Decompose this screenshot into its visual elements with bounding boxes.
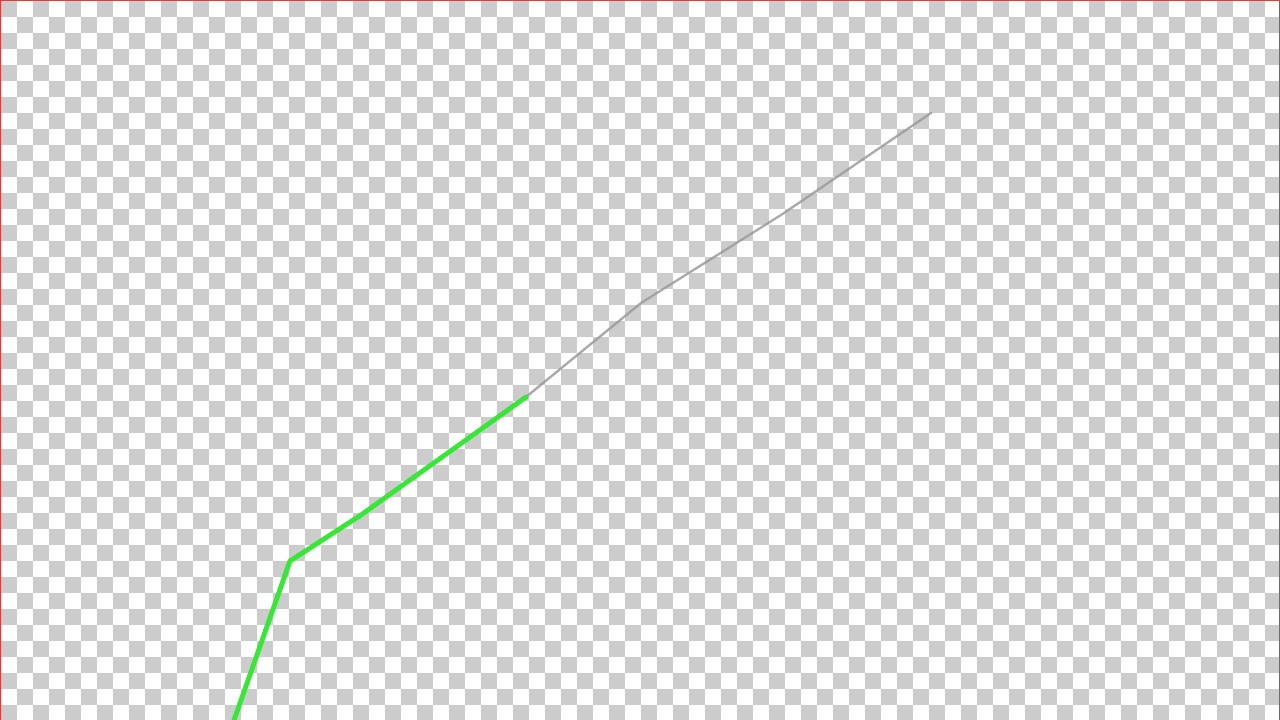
route-faded-segment[interactable] xyxy=(524,111,933,399)
route-path[interactable] xyxy=(231,111,933,720)
route-visible-segment[interactable] xyxy=(231,394,529,720)
